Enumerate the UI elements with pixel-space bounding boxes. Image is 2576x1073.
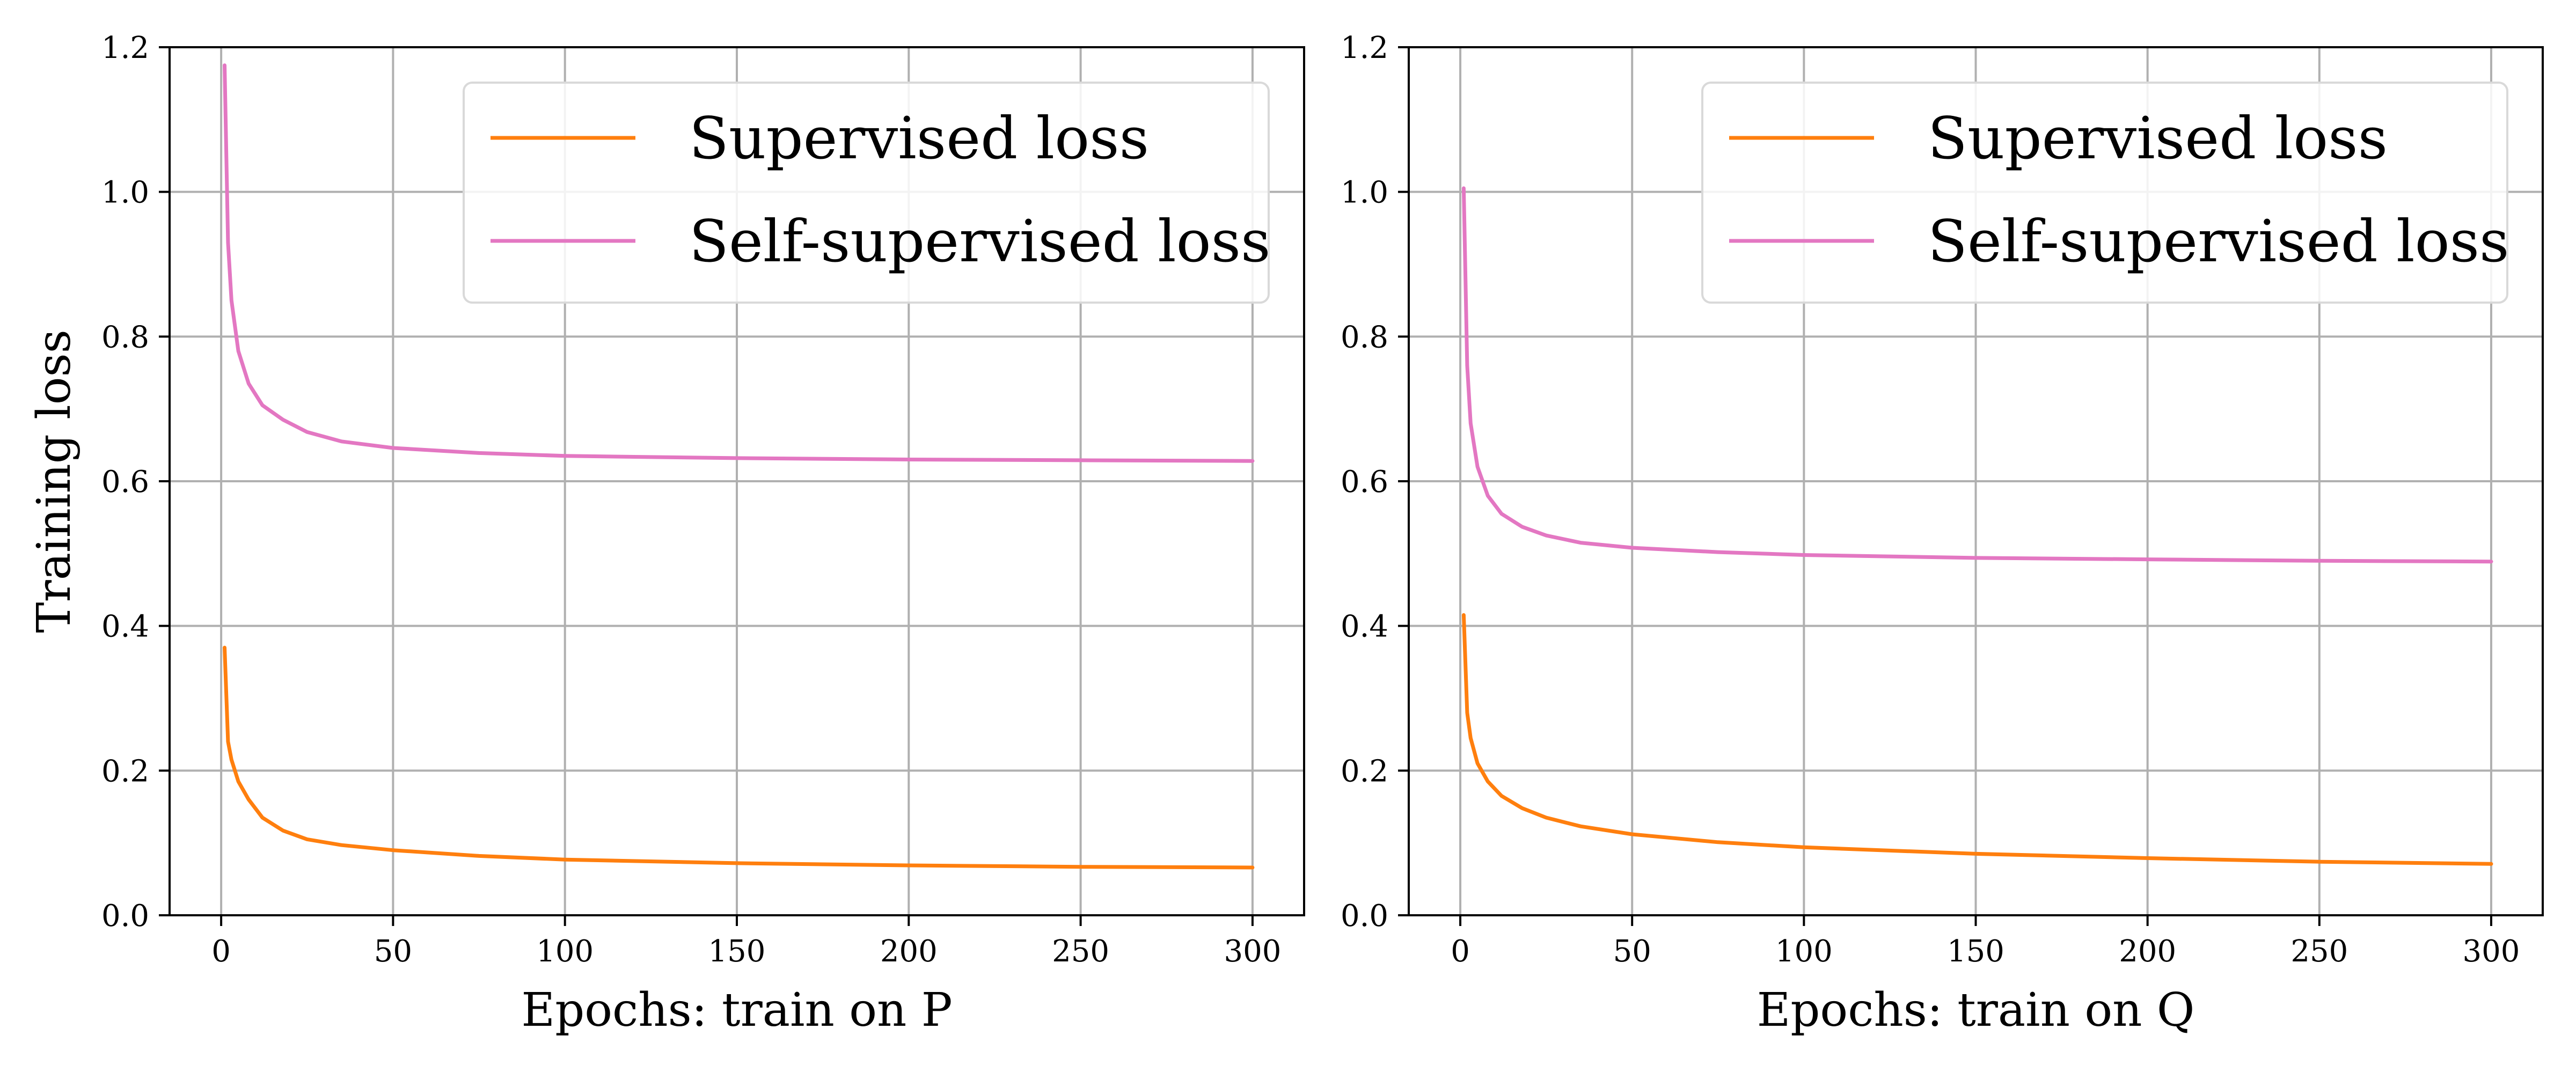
y-tick-label: 0.6	[101, 465, 149, 499]
x-tick-label: 150	[1947, 934, 2004, 969]
legend-box	[463, 82, 1270, 304]
y-tick-label: 1.2	[1341, 31, 1388, 65]
legend: Supervised loss Self-supervised loss	[1701, 82, 2509, 304]
x-tick-label: 300	[2463, 934, 2520, 969]
x-tick-label: 0	[1451, 934, 1470, 969]
x-tick-label: 300	[1224, 934, 1281, 969]
y-tick-label: 0.2	[1341, 754, 1388, 789]
legend: Supervised loss Self-supervised loss	[463, 82, 1270, 304]
x-tick-label: 200	[2119, 934, 2176, 969]
self-supervised-loss-line	[1461, 186, 2493, 564]
x-axis-label: Epochs: train on P	[521, 983, 952, 1037]
self-supervised-loss-line	[223, 63, 1255, 463]
x-tick-label: 150	[708, 934, 766, 969]
legend-box	[1701, 82, 2508, 304]
x-tick-label: 100	[536, 934, 594, 969]
y-tick-label: 0.0	[101, 899, 149, 934]
legend-entry-label: Supervised loss	[689, 105, 1149, 172]
x-tick-label: 250	[1052, 934, 1109, 969]
y-tick-label: 1.0	[1341, 175, 1388, 210]
legend-entry-label: Supervised loss	[1928, 105, 2388, 172]
x-tick-label: 100	[1775, 934, 1833, 969]
supervised-loss-line	[1461, 613, 2493, 866]
y-tick-label: 0.2	[101, 754, 149, 789]
supervised-loss-line	[223, 645, 1255, 870]
y-tick-label: 0.8	[1341, 320, 1388, 355]
x-tick-label: 50	[1613, 934, 1651, 969]
y-tick-label: 0.6	[1341, 465, 1388, 499]
y-tick-label: 1.2	[101, 31, 149, 65]
x-tick-label: 200	[880, 934, 938, 969]
y-tick-label: 1.0	[101, 175, 149, 210]
x-tick-label: 50	[374, 934, 412, 969]
y-axis-label: Training loss	[27, 329, 81, 633]
y-tick-label: 0.0	[1341, 899, 1388, 934]
legend-entry-label: Self-supervised loss	[689, 208, 1270, 275]
y-tick-label: 0.4	[1341, 609, 1388, 644]
x-tick-label: 0	[211, 934, 231, 969]
y-tick-label: 0.4	[101, 609, 149, 644]
legend-entry-label: Self-supervised loss	[1928, 208, 2509, 275]
y-tick-label: 0.8	[101, 320, 149, 355]
left-chart-panel: 0 50 100 150 200 250 300 0.0 0.2 0.4 0.6 0.8 1.0 1.2 E…	[27, 31, 1305, 1037]
x-axis-label: Epochs: train on Q	[1757, 983, 2195, 1037]
x-tick-label: 250	[2290, 934, 2348, 969]
right-chart-panel: 0 50 100 150 200 250 300 0.0 0.2 0.4 0.6 0.8 1.0 1.2 E…	[1341, 31, 2544, 1037]
